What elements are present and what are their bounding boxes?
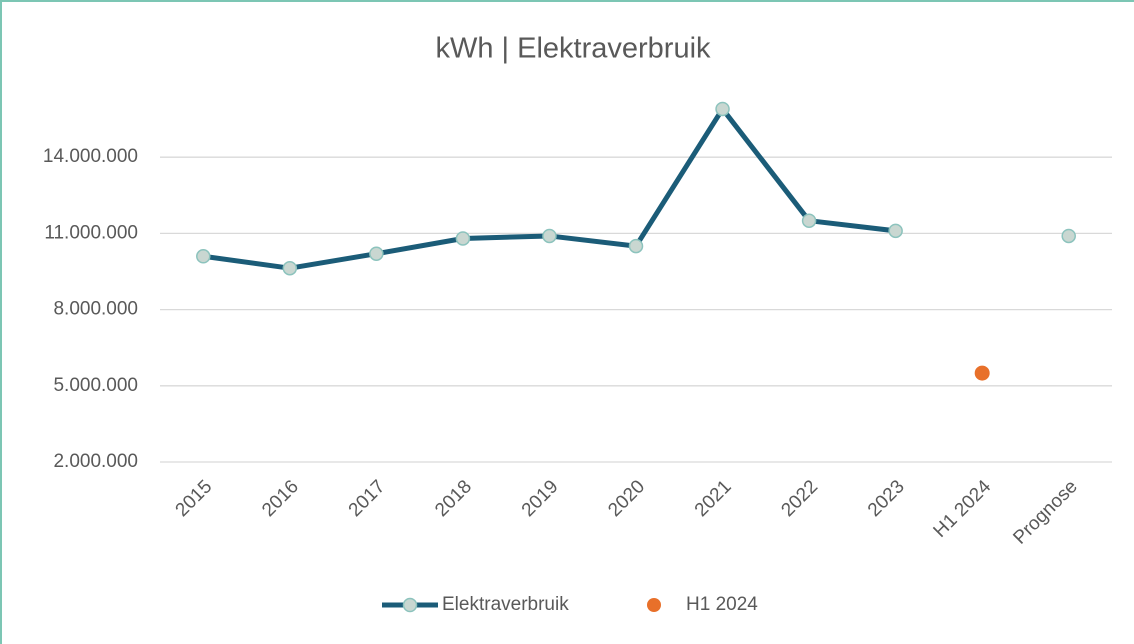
x-tick-label: H1 2024 <box>930 476 996 542</box>
chart-title: kWh | Elektraverbruik <box>435 33 711 65</box>
legend-marker <box>402 597 418 613</box>
data-point <box>1061 228 1076 244</box>
y-tick-label: 5.000.000 <box>53 375 138 396</box>
data-point <box>542 228 557 244</box>
data-point <box>974 365 990 381</box>
data-point <box>369 246 384 261</box>
x-tick-label: 2018 <box>431 476 476 521</box>
data-point <box>801 213 817 228</box>
x-tick-label: 2017 <box>345 476 390 521</box>
legend-label: H1 2024 <box>686 594 758 615</box>
y-tick-label: 8.000.000 <box>53 299 138 320</box>
data-point <box>455 231 471 246</box>
x-tick-label: 2020 <box>604 476 649 521</box>
data-point <box>715 101 730 117</box>
x-tick-label: 2019 <box>518 476 563 521</box>
legend-marker <box>647 598 661 612</box>
y-tick-label: 11.000.000 <box>44 222 138 243</box>
x-tick-label: 2016 <box>258 476 303 521</box>
legend-item: H1 2024 <box>647 594 758 615</box>
y-tick-label: 2.000.000 <box>53 451 138 472</box>
legend-label: Elektraverbruik <box>442 594 569 615</box>
data-point <box>888 223 903 239</box>
y-tick-label: 14.000.000 <box>43 146 138 167</box>
legend-item: Elektraverbruik <box>382 594 569 615</box>
data-point <box>196 249 211 264</box>
x-tick-label: Prognose <box>1009 476 1081 548</box>
x-tick-label: 2023 <box>864 476 909 521</box>
x-tick-label: 2022 <box>777 476 822 521</box>
x-tick-label: 2021 <box>691 476 736 521</box>
data-point <box>282 260 298 276</box>
data-point <box>628 238 644 254</box>
x-tick-label: 2015 <box>172 476 217 521</box>
